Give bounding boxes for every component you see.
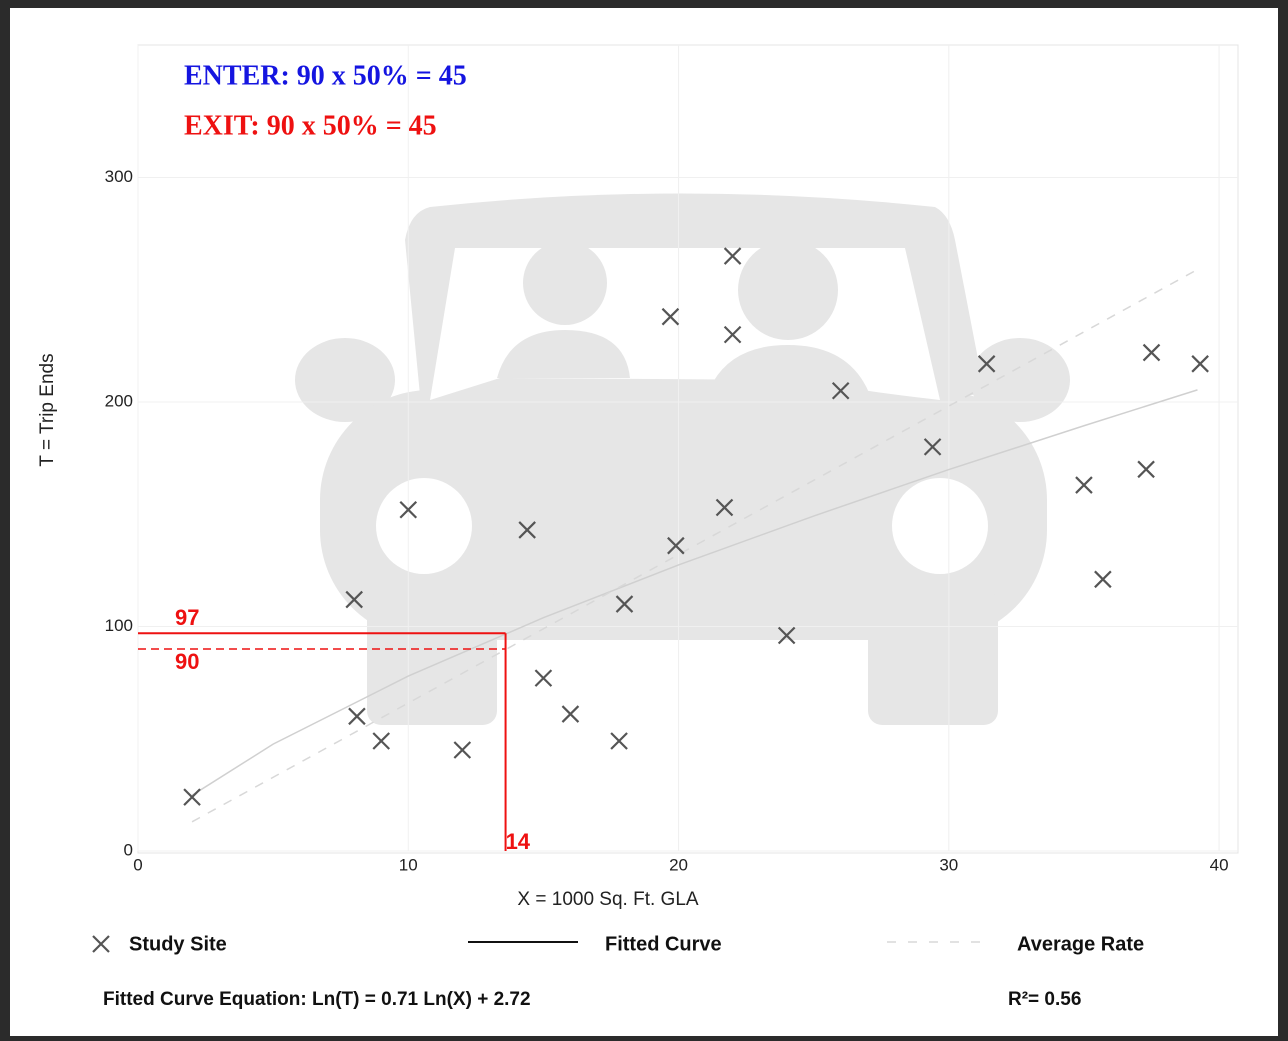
reference-label: 90 [175, 649, 199, 674]
x-axis-label: X = 1000 Sq. Ft. GLA [517, 889, 698, 910]
study-site-point [977, 355, 996, 373]
study-site-point [661, 307, 680, 326]
x-tick-label: 20 [669, 855, 688, 874]
study-site-point [777, 626, 796, 645]
study-site-point [615, 595, 634, 613]
study-site-point [723, 247, 742, 265]
x-tick-label: 0 [133, 855, 142, 874]
x-tick-label: 10 [399, 855, 418, 874]
x-tick-label: 30 [939, 855, 958, 874]
study-site-point [1137, 460, 1155, 479]
study-site-point [372, 732, 391, 750]
study-site-point [534, 669, 553, 687]
grid [137, 45, 1238, 852]
y-axis-label: T = Trip Ends [37, 353, 58, 466]
headlight [892, 478, 988, 574]
study-site-point [610, 732, 628, 750]
equation: Fitted Curve Equation: Ln(T) = 0.71 Ln(X… [103, 989, 531, 1010]
series-line [191, 268, 1198, 823]
study-site-point [831, 381, 850, 400]
study-site-point [518, 521, 536, 539]
study-site-point [345, 590, 363, 609]
y-tick-label: 100 [105, 616, 133, 635]
legend-label: Fitted Curve [605, 933, 722, 955]
study-site-point [667, 536, 685, 555]
passengers [497, 240, 870, 395]
series-line [191, 389, 1198, 796]
reference-label: 97 [175, 605, 199, 630]
study-site-point [1094, 570, 1112, 589]
study-site-point [561, 705, 580, 723]
y-tick-label: 200 [105, 391, 133, 410]
study-site-point [1075, 476, 1093, 494]
x-tick-label: 40 [1210, 855, 1229, 874]
study-site-point [453, 741, 472, 759]
enter-annotation: ENTER: 90 x 50% = 45 [184, 60, 467, 91]
study-site-point [399, 500, 418, 519]
study-site-point [923, 438, 942, 456]
reference-label: 14 [506, 829, 531, 854]
study-site-point [183, 788, 201, 806]
legend-label: Average Rate [1017, 933, 1144, 955]
r-squared: R²= 0.56 [1008, 989, 1081, 1010]
study-site-point [348, 707, 366, 726]
y-tick-label: 300 [105, 167, 133, 186]
legend-marker [92, 935, 110, 953]
exit-annotation: EXIT: 90 x 50% = 45 [184, 110, 437, 141]
legend-label: Study Site [129, 933, 227, 955]
headlight [376, 478, 472, 574]
y-tick-label: 0 [124, 840, 133, 859]
study-site-point [1191, 355, 1209, 373]
study-site-point [723, 325, 742, 344]
study-site-point [715, 498, 734, 517]
study-site-point [1142, 343, 1161, 362]
